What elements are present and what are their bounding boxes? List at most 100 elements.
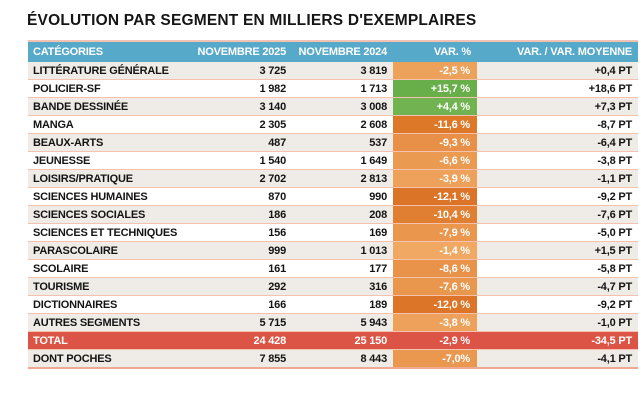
table-row: SCIENCES SOCIALES 186 208 -10,4 % -7,6 PT <box>28 205 638 224</box>
nov-2024-value: 3 819 <box>292 62 393 80</box>
var-vs-avg-value: -5,0 PT <box>477 223 638 242</box>
table-row: LOISIRS/PRATIQUE 2 702 2 813 -3,9 % -1,1 PT <box>28 169 638 188</box>
var-vs-avg-value: +0,4 PT <box>477 62 638 80</box>
nov-2025-value: 292 <box>183 277 292 296</box>
var-pct-value: -3,8 % <box>393 313 477 332</box>
nov-2025-value: 870 <box>183 187 292 206</box>
nov-2024-value: 537 <box>292 133 393 152</box>
var-pct-value: -6,6 % <box>393 151 477 170</box>
row-category: LOISIRS/PRATIQUE <box>28 169 183 188</box>
row-category: POLICIER-SF <box>28 79 183 98</box>
row-category: DICTIONNAIRES <box>28 295 183 314</box>
var-pct-value: -1,4 % <box>393 241 477 260</box>
var-pct-value: -9,3 % <box>393 133 477 152</box>
nov-2024-value: 5 943 <box>292 313 393 332</box>
row-category: SCIENCES ET TECHNIQUES <box>28 223 183 242</box>
var-pct-value: -8,6 % <box>393 259 477 278</box>
nov-2025-value: 24 428 <box>183 331 292 350</box>
var-pct-value: -12,1 % <box>393 187 477 206</box>
var-vs-avg-value: -4,1 PT <box>477 349 638 368</box>
var-vs-avg-value: +1,5 PT <box>477 241 638 260</box>
row-category: TOTAL <box>28 331 183 350</box>
nov-2024-value: 316 <box>292 277 393 296</box>
col-header-categories: CATÉGORIES <box>28 41 183 62</box>
nov-2024-value: 189 <box>292 295 393 314</box>
nov-2024-value: 1 713 <box>292 79 393 98</box>
nov-2025-value: 5 715 <box>183 313 292 332</box>
var-vs-avg-value: -8,7 PT <box>477 115 638 134</box>
nov-2024-value: 1 013 <box>292 241 393 260</box>
row-category: TOURISME <box>28 277 183 296</box>
var-pct-value: +15,7 % <box>393 79 477 98</box>
var-pct-value: -3,9 % <box>393 169 477 188</box>
var-pct-value: -7,0% <box>393 349 477 368</box>
nov-2024-value: 3 008 <box>292 97 393 116</box>
nov-2025-value: 156 <box>183 223 292 242</box>
var-pct-value: +4,4 % <box>393 97 477 116</box>
var-pct-value: -12,0 % <box>393 295 477 314</box>
var-pct-value: -10,4 % <box>393 205 477 224</box>
row-category: SCIENCES SOCIALES <box>28 205 183 224</box>
nov-2025-value: 999 <box>183 241 292 260</box>
table-row: DICTIONNAIRES 166 189 -12,0 % -9,2 PT <box>28 295 638 314</box>
nov-2024-value: 8 443 <box>292 349 393 368</box>
row-category: SCIENCES HUMAINES <box>28 187 183 206</box>
nov-2025-value: 1 540 <box>183 151 292 170</box>
row-category: DONT POCHES <box>28 349 183 368</box>
col-header-nov-2024: NOVEMBRE 2024 <box>292 41 393 62</box>
row-category: BANDE DESSINÉE <box>28 97 183 116</box>
table-row: BANDE DESSINÉE 3 140 3 008 +4,4 % +7,3 PT <box>28 97 638 116</box>
col-header-var-pct: VAR. % <box>393 41 477 62</box>
table-row: DONT POCHES 7 855 8 443 -7,0% -4,1 PT <box>28 349 638 368</box>
nov-2024-value: 1 649 <box>292 151 393 170</box>
page-title: ÉVOLUTION PAR SEGMENT EN MILLIERS D'EXEM… <box>27 12 477 29</box>
table-row: LITTÉRATURE GÉNÉRALE 3 725 3 819 -2,5 % +0,4… <box>28 62 638 80</box>
row-category: JEUNESSE <box>28 151 183 170</box>
nov-2025-value: 161 <box>183 259 292 278</box>
table-row: PARASCOLAIRE 999 1 013 -1,4 % +1,5 PT <box>28 241 638 260</box>
var-vs-avg-value: -34,5 PT <box>477 331 638 350</box>
table-row: POLICIER-SF 1 982 1 713 +15,7 % +18,6 PT <box>28 79 638 98</box>
row-category: MANGA <box>28 115 183 134</box>
nov-2025-value: 3 140 <box>183 97 292 116</box>
nov-2025-value: 2 305 <box>183 115 292 134</box>
nov-2024-value: 208 <box>292 205 393 224</box>
row-category: BEAUX-ARTS <box>28 133 183 152</box>
var-vs-avg-value: +7,3 PT <box>477 97 638 116</box>
var-vs-avg-value: -4,7 PT <box>477 277 638 296</box>
table-row: AUTRES SEGMENTS 5 715 5 943 -3,8 % -1,0 PT <box>28 313 638 332</box>
nov-2025-value: 487 <box>183 133 292 152</box>
var-pct-value: -2,9 % <box>393 331 477 350</box>
table-row: BEAUX-ARTS 487 537 -9,3 % -6,4 PT <box>28 133 638 152</box>
nov-2024-value: 2 608 <box>292 115 393 134</box>
var-vs-avg-value: -9,2 PT <box>477 187 638 206</box>
nov-2024-value: 169 <box>292 223 393 242</box>
var-pct-value: -7,6 % <box>393 277 477 296</box>
table-row-total: TOTAL 24 428 25 150 -2,9 % -34,5 PT <box>28 331 638 350</box>
var-vs-avg-value: -1,0 PT <box>477 313 638 332</box>
table-body: LITTÉRATURE GÉNÉRALE 3 725 3 819 -2,5 % +0,4… <box>28 62 638 368</box>
segments-table: CATÉGORIES NOVEMBRE 2025 NOVEMBRE 2024 V… <box>28 40 638 369</box>
table-row: JEUNESSE 1 540 1 649 -6,6 % -3,8 PT <box>28 151 638 170</box>
var-vs-avg-value: -6,4 PT <box>477 133 638 152</box>
nov-2025-value: 186 <box>183 205 292 224</box>
var-pct-value: -2,5 % <box>393 62 477 80</box>
nov-2024-value: 25 150 <box>292 331 393 350</box>
table-row: MANGA 2 305 2 608 -11,6 % -8,7 PT <box>28 115 638 134</box>
table-header-row: CATÉGORIES NOVEMBRE 2025 NOVEMBRE 2024 V… <box>28 41 638 62</box>
nov-2025-value: 1 982 <box>183 79 292 98</box>
row-category: LITTÉRATURE GÉNÉRALE <box>28 62 183 80</box>
col-header-nov-2025: NOVEMBRE 2025 <box>183 41 292 62</box>
var-vs-avg-value: -3,8 PT <box>477 151 638 170</box>
var-vs-avg-value: -9,2 PT <box>477 295 638 314</box>
table-row: SCOLAIRE 161 177 -8,6 % -5,8 PT <box>28 259 638 278</box>
nov-2024-value: 2 813 <box>292 169 393 188</box>
nov-2024-value: 177 <box>292 259 393 278</box>
var-pct-value: -11,6 % <box>393 115 477 134</box>
var-vs-avg-value: -7,6 PT <box>477 205 638 224</box>
nov-2025-value: 166 <box>183 295 292 314</box>
table-row: SCIENCES ET TECHNIQUES 156 169 -7,9 % -5,0 P… <box>28 223 638 242</box>
var-pct-value: -7,9 % <box>393 223 477 242</box>
var-vs-avg-value: +18,6 PT <box>477 79 638 98</box>
